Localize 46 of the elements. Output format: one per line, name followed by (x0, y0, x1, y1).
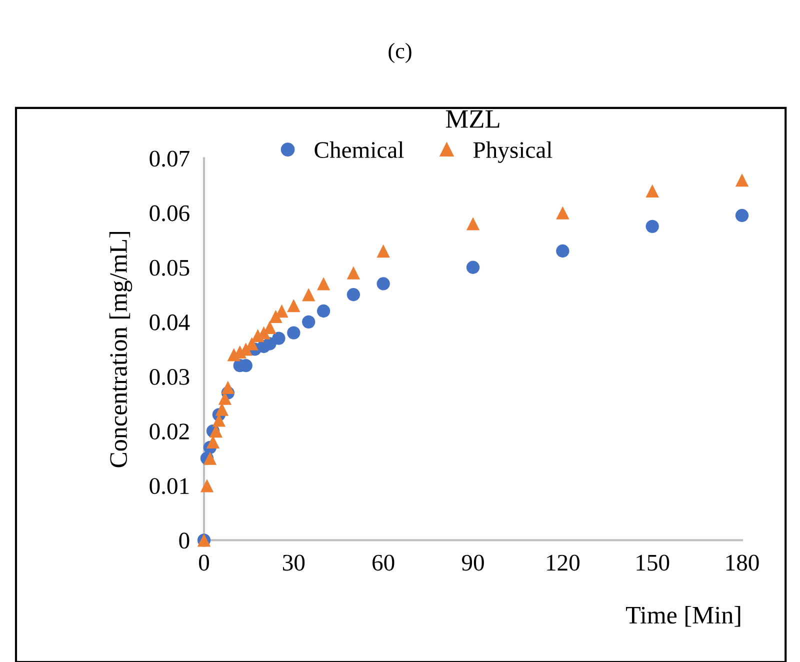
text: (c) (388, 42, 412, 64)
point (215, 402, 229, 416)
point (346, 288, 360, 302)
point (466, 260, 480, 274)
point (200, 479, 214, 492)
y-tick-label: 0.04 (150, 314, 190, 330)
point (556, 206, 570, 220)
legend-label: Physical (473, 141, 552, 163)
point (302, 288, 316, 302)
x-tick-label: 60 (372, 554, 394, 571)
point (735, 173, 749, 187)
point (646, 220, 659, 234)
y-tick-label: 0.03 (150, 368, 190, 386)
legend-label: Chemical (314, 141, 404, 158)
point (376, 244, 390, 258)
x-tick-label: 120 (547, 554, 580, 571)
point (203, 452, 217, 465)
point (466, 217, 480, 230)
x-tick-label: 150 (636, 554, 670, 571)
point (316, 304, 330, 318)
point (646, 184, 659, 198)
point (556, 244, 570, 258)
y-axis-title: Concentration [mg/mL] (109, 232, 132, 468)
y-tick-label: 0.06 (150, 205, 190, 222)
point (221, 380, 234, 394)
point (212, 414, 226, 427)
point (376, 277, 390, 290)
point (735, 208, 749, 222)
y-tick-label: 0.02 (150, 424, 189, 440)
y-tick-label: 0.01 (150, 478, 189, 494)
y-tick-label: 0 (179, 532, 190, 549)
chart-title: MZL (446, 110, 500, 128)
point (287, 326, 300, 340)
y-tick-label: 0.07 (150, 150, 190, 167)
x-axis-title: Time [Min] (626, 606, 740, 627)
point (272, 332, 286, 345)
point (302, 315, 316, 329)
x-tick-label: 180 (726, 554, 759, 571)
y-tick-label: 0.05 (150, 260, 190, 276)
x-tick-label: 0 (198, 554, 210, 571)
x-tick-label: 30 (282, 554, 305, 571)
x-tick-label: 90 (462, 554, 484, 571)
point (287, 298, 300, 312)
point (316, 277, 330, 290)
point (346, 266, 360, 280)
point (275, 304, 288, 318)
